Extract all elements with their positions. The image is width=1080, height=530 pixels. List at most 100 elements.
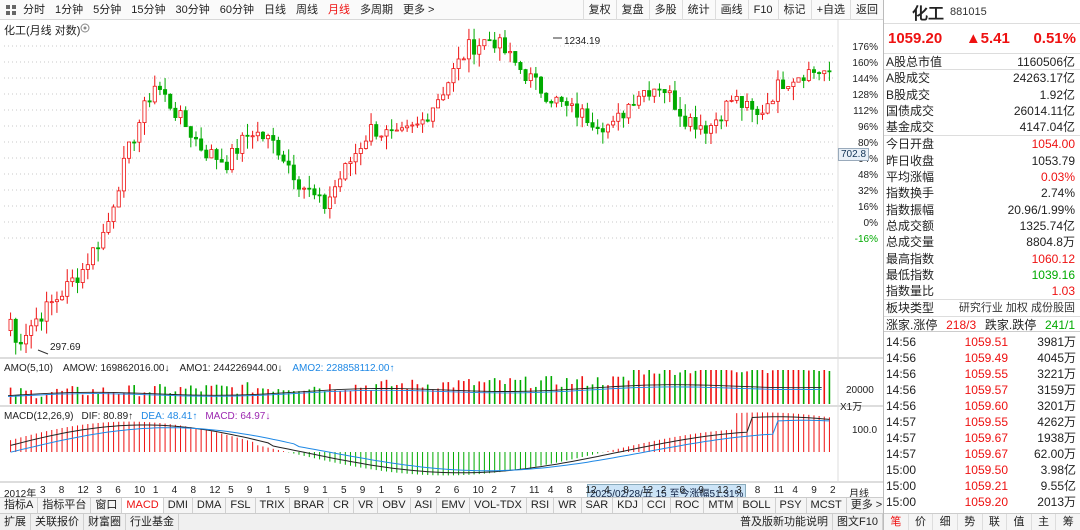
extension-tab-right[interactable]: 图文F10 [833,514,883,530]
candle-body [204,149,209,159]
detail-tab[interactable]: 笔 [884,514,909,530]
period-tab[interactable]: 多周期 [360,3,393,16]
indicator-tab[interactable]: VOL-TDX [470,498,527,513]
candle-body [353,153,358,163]
indicator-tab[interactable]: 更多 > [847,498,888,513]
indicator-tab[interactable]: DMI [164,498,193,513]
candle-body [240,134,245,154]
detail-tab[interactable]: 价 [909,514,934,530]
kline-chart-svg[interactable]: 176%160%144%128%112%96%80%64%48%32%16%0%… [0,20,883,497]
toolbar-button[interactable]: 复盘 [615,0,649,20]
candle-body [657,88,662,91]
period-tab[interactable]: 30分钟 [175,3,210,16]
grid-icon[interactable] [4,0,18,20]
candle-body [513,51,518,63]
x-axis-label: 1 [378,485,385,496]
detail-tab[interactable]: 势 [958,514,983,530]
turnover-row: B股成交 1.92亿 [884,87,1080,103]
period-toolbar: 分时 1分钟 5分钟 15分钟 30分钟 60分钟 日线 周线 月线 多周期 更多 > 复权 复盘 多股… [0,0,883,20]
tick-time: 15:00 [886,479,917,494]
indicator-tab[interactable]: ASI [411,498,438,513]
tick-volume: 1938万 [1037,431,1076,446]
indicator-tab[interactable]: 指标A [0,498,39,513]
toolbar-button[interactable]: 返回 [850,0,883,20]
indicator-tab[interactable]: SAR [582,498,614,513]
extension-tab[interactable]: 扩展 [0,514,31,530]
tick-price: 1059.55 [964,415,1008,430]
period-tab[interactable]: 月线 [328,3,350,16]
indicator-tab[interactable]: 指标平台 [38,498,92,513]
detail-tab[interactable]: 筹 [1056,514,1080,530]
dif-line [10,416,830,474]
indicator-tab[interactable]: TRIX [256,498,290,513]
indicator-tab[interactable]: KDJ [613,498,643,513]
indicator-tab[interactable]: PSY [776,498,807,513]
indicator-tab[interactable]: CR [329,498,355,513]
tick-time: 15:00 [886,463,917,478]
period-tab[interactable]: 分时 [23,3,45,16]
period-tab[interactable]: 1分钟 [55,3,84,16]
tick-price: 1059.49 [964,351,1008,366]
indicator-tab[interactable]: WR [554,498,582,513]
y-axis-tick-label: -16% [855,234,878,245]
indicator-tab[interactable]: ROC [671,498,705,513]
period-tab[interactable]: 更多 > [403,3,435,16]
candle-body [533,73,538,78]
settings-icon[interactable] [80,23,90,36]
stat-row: 指数换手 2.74% [884,185,1080,201]
candle-body [168,93,173,109]
extension-tab[interactable]: 关联报价 [31,514,84,530]
board-type-value[interactable]: 研究行业 加权 成份股固 [958,302,1075,315]
toolbar-button[interactable]: F10 [747,0,778,20]
detail-tab[interactable]: 联 [983,514,1008,530]
turnover-label: A股成交 [886,71,931,86]
period-tab[interactable]: 5分钟 [93,3,122,16]
period-tab[interactable]: 日线 [264,3,286,16]
toolbar-button[interactable]: +自选 [810,0,850,20]
turnover-row: 国债成交 26014.11亿 [884,103,1080,119]
board-type-label: 板块类型 [886,301,935,316]
extension-tab-right[interactable]: 普及版新功能说明 [736,514,834,530]
candle-body [502,37,507,54]
candle-body [224,161,229,171]
candle-body [616,112,621,122]
stat-value: 0.03% [1040,170,1075,185]
candle-body [327,196,332,209]
period-tab[interactable]: 60分钟 [219,3,254,16]
toolbar-button[interactable]: 复权 [582,0,616,20]
tick-row: 14:56 1059.51 3981万 [884,334,1080,350]
candle-body [415,123,420,126]
detail-tab[interactable]: 细 [933,514,958,530]
stat-label: 平均涨幅 [886,170,935,185]
indicator-tab[interactable]: MTM [704,498,739,513]
x-axis-label: 3 [96,485,102,496]
tick-volume: 3221万 [1037,367,1076,382]
y-axis-tick-label: 96% [858,122,878,133]
y-axis-tick-label: 48% [858,170,878,181]
toolbar-button[interactable]: 多股 [648,0,682,20]
toolbar-button[interactable]: 画线 [714,0,748,20]
candle-body [518,62,523,70]
chart-area[interactable]: 176%160%144%128%112%96%80%64%48%32%16%0%… [0,20,883,501]
detail-tab[interactable]: 值 [1007,514,1032,530]
indicator-tab[interactable]: MACD [122,498,164,513]
indicator-tab[interactable]: CCI [643,498,671,513]
indicator-tab[interactable]: FSL [226,498,256,513]
indicator-tab[interactable]: DMA [193,498,227,513]
indicator-tab[interactable]: EMV [437,498,471,513]
extension-tab[interactable]: 行业基金 [126,514,179,530]
toolbar-button[interactable]: 标记 [777,0,811,20]
extension-tab[interactable]: 财富圈 [84,514,126,530]
indicator-tab[interactable]: 窗口 [91,498,123,513]
period-tab[interactable]: 周线 [296,3,318,16]
indicator-tab[interactable]: MCST [807,498,847,513]
indicator-tab[interactable]: BOLL [738,498,776,513]
indicator-tab[interactable]: OBV [378,498,411,513]
indicator-tab[interactable]: BRAR [290,498,330,513]
indicator-tab[interactable]: VR [354,498,379,513]
tick-time: 14:56 [886,383,917,398]
indicator-tab[interactable]: RSI [527,498,555,513]
period-tab[interactable]: 15分钟 [131,3,166,16]
toolbar-button[interactable]: 统计 [681,0,715,20]
detail-tab[interactable]: 主 [1032,514,1057,530]
